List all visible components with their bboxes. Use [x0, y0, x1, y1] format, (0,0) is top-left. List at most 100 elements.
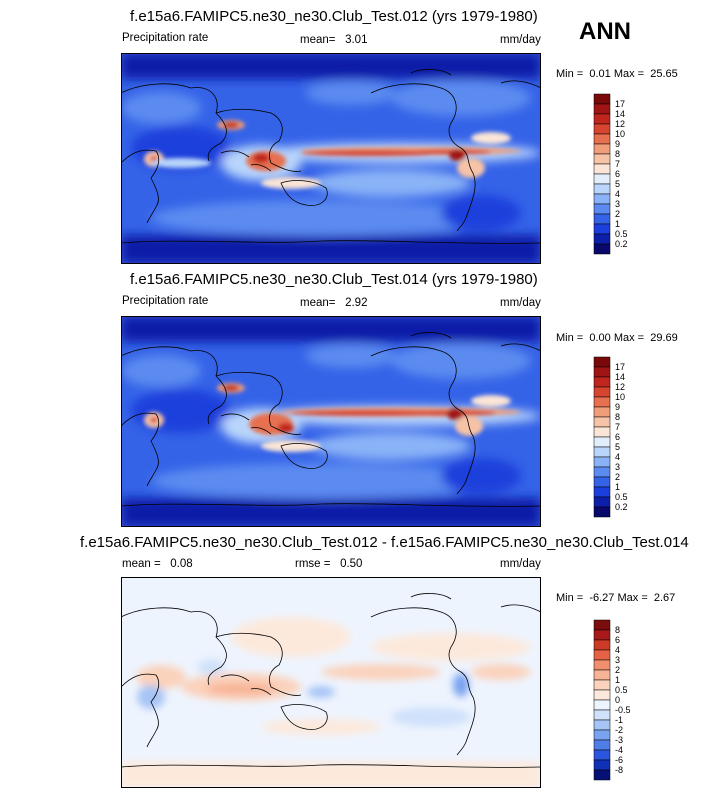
panel2-max-label: Max =: [613, 332, 645, 344]
panel2-colorbar-box: [593, 466, 611, 478]
panel1-colorbar-tick-label: 6: [615, 169, 620, 179]
panel3-rmse-label: rmse =: [295, 558, 331, 570]
panel1-colorbar-tick-label: 2: [615, 209, 620, 219]
panel1-colorbar-tick-label: 10: [615, 129, 625, 139]
panel3-mean-label: mean =: [122, 558, 161, 570]
panel1-minmax: Min = 0.01 Max = 25.65: [556, 68, 678, 80]
panel1-colorbar-tick-label: 4: [615, 189, 620, 199]
panel1-mean-value: 3.01: [345, 34, 368, 46]
panel2-colorbar-box: [593, 456, 611, 468]
panel3-colorbar-box: [593, 719, 611, 731]
panel2-colorbar-tick-label: 9: [615, 402, 620, 412]
panel3-colorbar-tick-label: -6: [615, 755, 623, 765]
panel1-colorbar-box: [593, 113, 611, 125]
panel2-coastlines: [121, 332, 541, 507]
panel3-colorbar-tick-label: -1: [615, 715, 623, 725]
panel3-colorbar-tick-label: 6: [615, 635, 620, 645]
panel3-coastlines: [121, 593, 541, 768]
panel3-colorbar-box: [593, 759, 611, 771]
panel1-colorbar-tick-label: 7: [615, 159, 620, 169]
panel3-colorbar-box: [593, 689, 611, 701]
panel3-colorbar-tick-label: 0: [615, 695, 620, 705]
panel3-min-value: -6.27: [589, 592, 615, 604]
panel1-colorbar-box: [593, 213, 611, 225]
panel3-colorbar-tick-label: 2: [615, 665, 620, 675]
panel3-rmse: rmse = 0.50: [295, 558, 362, 570]
panel2-colorbar-box: [593, 426, 611, 438]
panel2-colorbar-box: [593, 396, 611, 408]
panel2-colorbar-box: [593, 496, 611, 508]
panel3-colorbar-box: [593, 629, 611, 641]
panel2-colorbar-tick-label: 6: [615, 432, 620, 442]
panel2-variable-label: Precipitation rate: [122, 295, 209, 307]
panel2-colorbar-tick-label: 17: [615, 362, 625, 372]
panel1-colorbar-tick-label: 0.2: [615, 239, 628, 249]
panel3-colorbar-box: [593, 619, 611, 631]
panel2-title: f.e15a6.FAMIPC5.ne30_ne30.Club_Test.014 …: [130, 271, 538, 288]
panel2-colorbar-tick-label: 5: [615, 442, 620, 452]
panel1-colorbar-box: [593, 203, 611, 215]
panel2-colorbar-tick-label: 3: [615, 462, 620, 472]
panel3-colorbar-box: [593, 729, 611, 741]
panel1-colorbar-tick-label: 8: [615, 149, 620, 159]
panel3-colorbar-tick-label: -2: [615, 725, 623, 735]
panel1-colorbar-box: [593, 123, 611, 135]
panel3-colorbar-box: [593, 659, 611, 671]
panel2-min-label: Min =: [556, 332, 584, 344]
panel2-colorbar-tick-label: 12: [615, 382, 625, 392]
panel2-colorbar-tick-label: 0.2: [615, 502, 628, 512]
panel3-colorbar-box: [593, 669, 611, 681]
panel3-colorbar-tick-label: -4: [615, 745, 623, 755]
panel2-colorbar-box: [593, 436, 611, 448]
panel3-colorbar-tick-label: 0.5: [615, 685, 628, 695]
panel1-variable-label: Precipitation rate: [122, 32, 209, 44]
panel2-colorbar-box: [593, 406, 611, 418]
panel2-map: [121, 316, 541, 527]
panel1-colorbar-box: [593, 133, 611, 145]
panel3-mean: mean = 0.08: [122, 558, 193, 570]
panel3-colorbar-tick-label: 4: [615, 645, 620, 655]
panel3-colorbar-box: [593, 749, 611, 761]
panel1-colorbar-tick-label: 1: [615, 219, 620, 229]
panel3-colorbar-tick-label: 8: [615, 625, 620, 635]
panel2-field: [121, 316, 541, 527]
panel1-colorbar-box: [593, 143, 611, 155]
panel1-colorbar-box: [593, 193, 611, 205]
panel1-colorbar-tick-label: 5: [615, 179, 620, 189]
panel2-units: mm/day: [500, 297, 541, 309]
panel2-colorbar-box: [593, 366, 611, 378]
panel2-colorbar-tick-label: 7: [615, 422, 620, 432]
panel3-min-label: Min =: [556, 592, 584, 604]
panel2-minmax: Min = 0.00 Max = 29.69: [556, 332, 678, 344]
panel3-colorbar-tick-label: -0.5: [615, 705, 631, 715]
panel3-colorbar-box: [593, 739, 611, 751]
panel3-colorbar-tick-label: 1: [615, 675, 620, 685]
panel3-colorbar-tick-label: -3: [615, 735, 623, 745]
panel3-colorbar-tick-label: -8: [615, 765, 623, 775]
panel3-colorbar-box: [593, 639, 611, 651]
panel2-colorbar-box: [593, 386, 611, 398]
panel1-colorbar-box: [593, 163, 611, 175]
panel1-min-label: Min =: [556, 68, 584, 80]
panel3-rmse-value: 0.50: [340, 558, 363, 570]
panel2-colorbar-tick-label: 8: [615, 412, 620, 422]
panel1-coastlines: [121, 69, 541, 244]
panel1-units: mm/day: [500, 34, 541, 46]
panel1-colorbar-box: [593, 233, 611, 245]
panel1-colorbar-box: [593, 173, 611, 185]
panel3-field: [121, 577, 541, 788]
panel2-colorbar-box: [593, 446, 611, 458]
panel1-colorbar-box: [593, 223, 611, 235]
panel2-colorbar-tick-label: 10: [615, 392, 625, 402]
panel3-title: f.e15a6.FAMIPC5.ne30_ne30.Club_Test.012 …: [80, 534, 689, 551]
panel2-colorbar-tick-label: 2: [615, 472, 620, 482]
panel2-colorbar-box: [593, 476, 611, 488]
panel1-colorbar-box: [593, 183, 611, 195]
panel2-colorbar-box: [593, 356, 611, 368]
panel3-units: mm/day: [500, 558, 541, 570]
panel1-mean: mean= 3.01: [300, 34, 367, 46]
panel1-mean-label: mean=: [300, 34, 336, 46]
panel1-colorbar-box: [593, 103, 611, 115]
